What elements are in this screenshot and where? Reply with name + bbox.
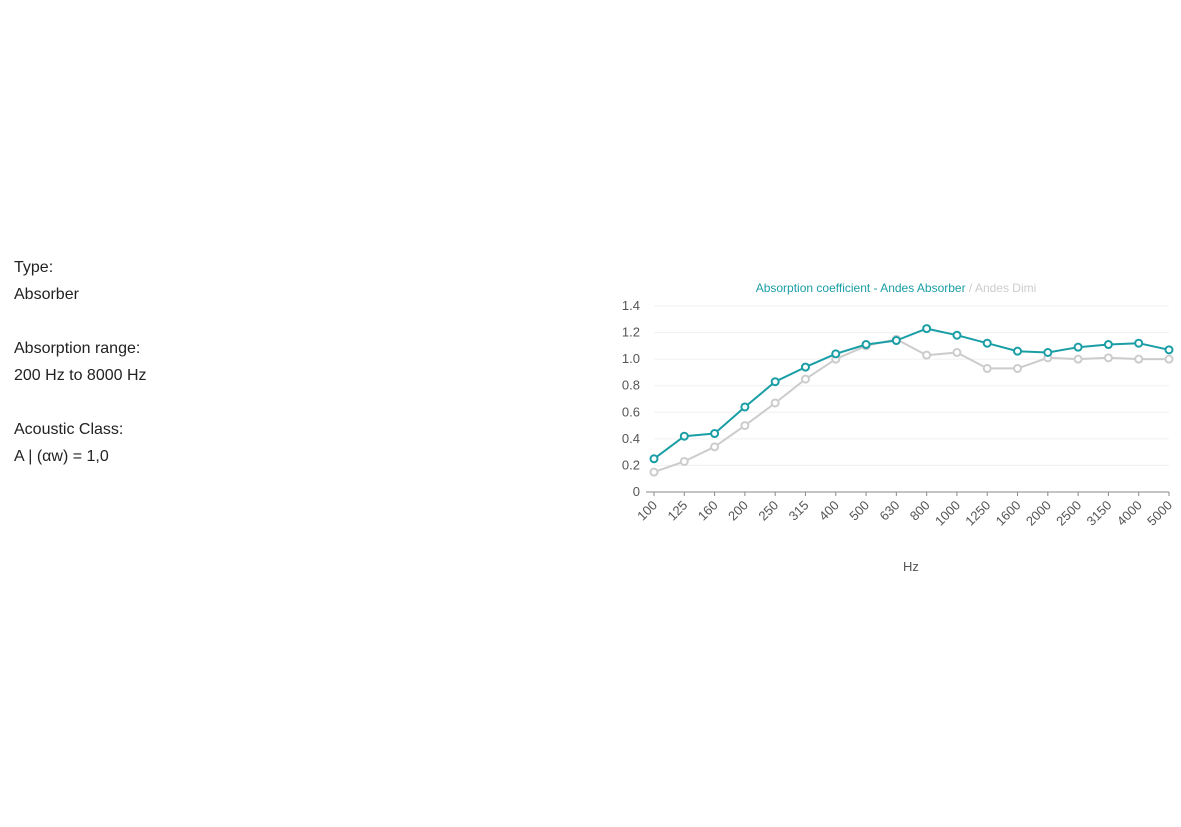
series-andes-dimi: [649, 334, 1174, 477]
data-point-andes-absorber[interactable]: [861, 340, 871, 350]
data-point-andes-absorber[interactable]: [831, 349, 841, 359]
x-tick-label: 3150: [1083, 498, 1114, 529]
x-tick-label: 315: [786, 498, 812, 524]
data-point-andes-absorber[interactable]: [1134, 338, 1144, 348]
data-point-andes-absorber[interactable]: [922, 324, 932, 334]
data-point-andes-dimi[interactable]: [679, 456, 689, 466]
x-tick-label: 5000: [1144, 498, 1175, 529]
data-point-andes-absorber[interactable]: [1073, 342, 1083, 352]
x-tick-label: 800: [907, 498, 933, 524]
series-line-andes-absorber: [653, 327, 1170, 460]
data-point-andes-dimi[interactable]: [649, 467, 659, 477]
chart-title: Absorption coefficient - Andes Absorber …: [756, 281, 1037, 295]
series-line-andes-dimi: [653, 338, 1169, 474]
data-point-andes-absorber[interactable]: [740, 402, 750, 412]
data-point-andes-absorber[interactable]: [952, 330, 962, 340]
x-tick-label: 125: [664, 498, 690, 524]
data-point-andes-dimi[interactable]: [1073, 354, 1083, 364]
x-tick-label: 400: [816, 498, 842, 524]
series-andes-absorber: [649, 324, 1174, 464]
y-tick-label: 0.2: [622, 457, 640, 472]
x-tick-label: 100: [634, 498, 660, 524]
data-point-andes-absorber[interactable]: [710, 429, 720, 439]
absorption-range-label: Absorption range:: [14, 340, 141, 357]
series-group: [649, 324, 1174, 477]
data-point-andes-absorber[interactable]: [1103, 340, 1113, 350]
data-point-andes-absorber[interactable]: [800, 362, 810, 372]
data-point-andes-absorber[interactable]: [982, 338, 992, 348]
absorption-range-value: 200 Hz to 8000 Hz: [14, 367, 147, 384]
data-point-andes-absorber[interactable]: [891, 336, 901, 346]
x-tick-label: 200: [725, 498, 751, 524]
acoustic-class-spec: Acoustic Class: A | (αw) = 1,0: [14, 416, 414, 470]
data-point-andes-absorber[interactable]: [1043, 348, 1053, 357]
chart-title-separator: /: [966, 281, 975, 295]
data-point-andes-absorber[interactable]: [1013, 346, 1023, 356]
acoustic-class-label: Acoustic Class:: [14, 421, 124, 438]
acoustic-class-value: A | (αw) = 1,0: [14, 448, 109, 465]
data-point-andes-absorber[interactable]: [649, 454, 659, 464]
data-point-andes-dimi[interactable]: [982, 363, 992, 373]
x-tick-label: 2000: [1023, 498, 1054, 529]
data-point-andes-dimi[interactable]: [952, 348, 962, 357]
data-point-andes-absorber[interactable]: [679, 431, 689, 441]
type-label: Type:: [14, 259, 54, 276]
data-point-andes-absorber[interactable]: [770, 377, 780, 387]
data-point-andes-dimi[interactable]: [800, 374, 810, 384]
data-point-andes-absorber[interactable]: [1164, 345, 1174, 355]
type-spec: Type: Absorber: [14, 254, 414, 308]
y-tick-label: 1.4: [622, 298, 640, 313]
x-tick-label: 1600: [993, 498, 1024, 529]
data-point-andes-dimi[interactable]: [770, 398, 780, 408]
chart-title-primary: Absorption coefficient - Andes Absorber: [756, 281, 966, 295]
x-tick-label: 1250: [962, 498, 993, 529]
data-point-andes-dimi[interactable]: [1134, 354, 1144, 364]
y-tick-label: 0.6: [622, 404, 640, 419]
product-specs: Type: Absorber Absorption range: 200 Hz …: [14, 254, 414, 497]
data-point-andes-dimi[interactable]: [710, 442, 720, 452]
x-tick-label: 160: [695, 498, 721, 524]
x-axis-title: Hz: [903, 559, 919, 574]
grid-lines: [654, 305, 1169, 466]
x-tick-label: 500: [846, 498, 872, 524]
absorption-range-spec: Absorption range: 200 Hz to 8000 Hz: [14, 335, 414, 389]
type-value: Absorber: [14, 286, 79, 303]
data-point-andes-dimi[interactable]: [1013, 363, 1023, 373]
y-tick-label: 0.8: [622, 378, 640, 393]
x-tick-label: 250: [755, 498, 781, 524]
x-tick-label: 630: [877, 498, 903, 524]
data-point-andes-dimi[interactable]: [1103, 353, 1113, 363]
y-tick-label: 0: [633, 484, 640, 499]
x-tick-label: 4000: [1114, 498, 1145, 529]
data-point-andes-dimi[interactable]: [740, 421, 750, 431]
x-tick-label: 1000: [932, 498, 963, 529]
y-tick-label: 1.0: [622, 351, 640, 366]
data-point-andes-dimi[interactable]: [922, 350, 932, 360]
chart-title-secondary: Andes Dimi: [975, 281, 1036, 295]
y-tick-label: 0.4: [622, 431, 640, 446]
data-point-andes-dimi[interactable]: [1164, 354, 1174, 364]
x-tick-label: 2500: [1053, 498, 1084, 529]
y-tick-label: 1.2: [622, 325, 640, 340]
